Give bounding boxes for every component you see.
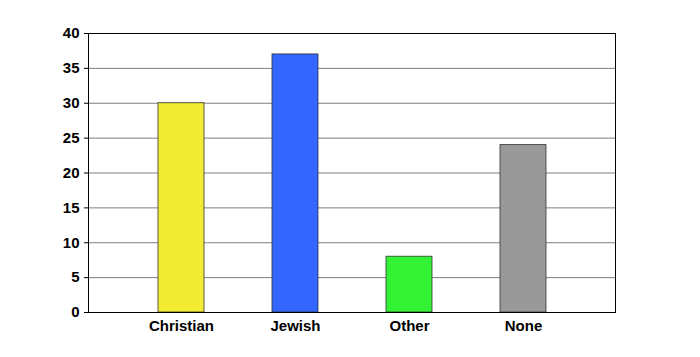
svg-text:15: 15	[63, 199, 80, 216]
svg-text:35: 35	[63, 59, 80, 76]
svg-text:30: 30	[63, 94, 80, 111]
svg-text:Christian: Christian	[149, 317, 214, 334]
svg-text:None: None	[505, 317, 543, 334]
svg-text:Other: Other	[389, 317, 429, 334]
svg-text:5: 5	[71, 268, 79, 285]
svg-text:20: 20	[63, 164, 80, 181]
svg-text:10: 10	[63, 234, 80, 251]
svg-text:0: 0	[71, 303, 79, 320]
svg-text:Jewish: Jewish	[270, 317, 320, 334]
svg-text:25: 25	[63, 129, 80, 146]
svg-text:40: 40	[63, 24, 80, 41]
